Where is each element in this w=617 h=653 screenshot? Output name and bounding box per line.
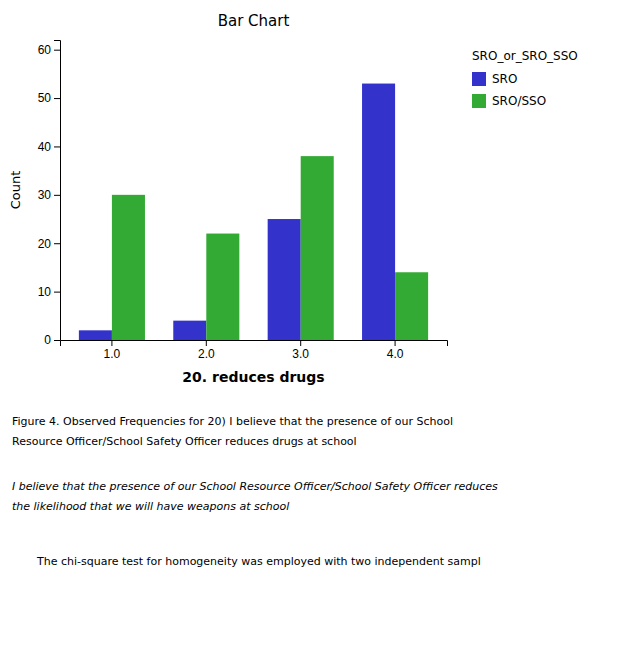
- tick-label: 2.0: [198, 347, 215, 361]
- tick: 30: [38, 188, 60, 202]
- tick-mark: [54, 292, 60, 293]
- y-axis-title: Count: [8, 171, 23, 210]
- tick-mark: [54, 243, 60, 244]
- legend-swatch: [472, 72, 486, 86]
- tick-label: 60: [38, 43, 52, 57]
- tick: 50: [38, 91, 60, 105]
- bar: [362, 84, 395, 340]
- note: the likelihood that we will have weapons…: [12, 500, 289, 513]
- axis-line: [54, 41, 61, 341]
- tick-label: 50: [38, 91, 52, 105]
- tick-label: 20: [38, 237, 52, 251]
- tick-label: 4.0: [387, 347, 404, 361]
- legend-item: SRO: [472, 72, 517, 86]
- tick: 20: [38, 237, 60, 251]
- bar: [301, 156, 334, 340]
- bar-series: [112, 156, 428, 340]
- x-axis: 1.0 2.0 3.0 4.0: [61, 340, 448, 361]
- tick-label: 3.0: [292, 347, 309, 361]
- tick-mark: [54, 50, 60, 51]
- chart: 1.0 2.0 3.0 4.0 0 10 20 30 40 50 60 Bar Chart 20. re…: [0, 0, 617, 653]
- tick-mark: [54, 195, 60, 196]
- tick-mark: [54, 340, 60, 341]
- tick: 2.0: [198, 340, 215, 361]
- captions: Figure 4. Observed Frequencies for 20) I…: [12, 415, 498, 568]
- y-axis: 0 10 20 30 40 50 60: [38, 41, 61, 348]
- x-axis-title: 20. reduces drugs: [182, 369, 324, 385]
- tick-label: 1.0: [104, 347, 121, 361]
- legend-swatch: [472, 94, 486, 108]
- bar: [268, 219, 301, 340]
- caption: Resource Officer/School Safety Officer r…: [12, 435, 357, 448]
- axis-line: [61, 341, 448, 347]
- plot: 1.0 2.0 3.0 4.0 0 10 20 30 40 50 60: [38, 41, 448, 361]
- title: Bar Chart: [218, 12, 290, 30]
- bar: [206, 234, 239, 340]
- tick-mark: [111, 340, 112, 346]
- tick: 10: [38, 285, 60, 299]
- tick: 60: [38, 43, 60, 57]
- legend: SRO_or_SRO_SSO SRO SRO/SSO: [472, 49, 578, 108]
- legend-title: SRO_or_SRO_SSO: [472, 49, 578, 63]
- tick: 0: [44, 333, 60, 347]
- tick-mark: [54, 98, 60, 99]
- tick-label: 10: [38, 285, 52, 299]
- tick-mark: [54, 146, 60, 147]
- note: I believe that the presence of our Schoo…: [12, 480, 498, 493]
- bars: [79, 84, 428, 340]
- bar: [112, 195, 145, 340]
- legend-item: SRO/SSO: [472, 94, 546, 108]
- tick-mark: [395, 340, 396, 346]
- footer: The chi-square test for homogeneity was …: [36, 555, 481, 568]
- tick-label: 40: [38, 140, 52, 154]
- tick: 40: [38, 140, 60, 154]
- bar: [173, 321, 206, 340]
- bar: [395, 272, 428, 340]
- legend-label: SRO/SSO: [492, 94, 546, 108]
- legend-label: SRO: [492, 72, 517, 86]
- tick-label: 0: [44, 333, 51, 347]
- caption: Figure 4. Observed Frequencies for 20) I…: [12, 415, 453, 428]
- tick: 1.0: [104, 340, 121, 361]
- bar-series: [79, 84, 395, 340]
- tick-mark: [300, 340, 301, 346]
- tick-label: 30: [38, 188, 52, 202]
- bar: [79, 330, 112, 340]
- tick: 3.0: [292, 340, 309, 361]
- tick: 4.0: [387, 340, 404, 361]
- tick-mark: [206, 340, 207, 346]
